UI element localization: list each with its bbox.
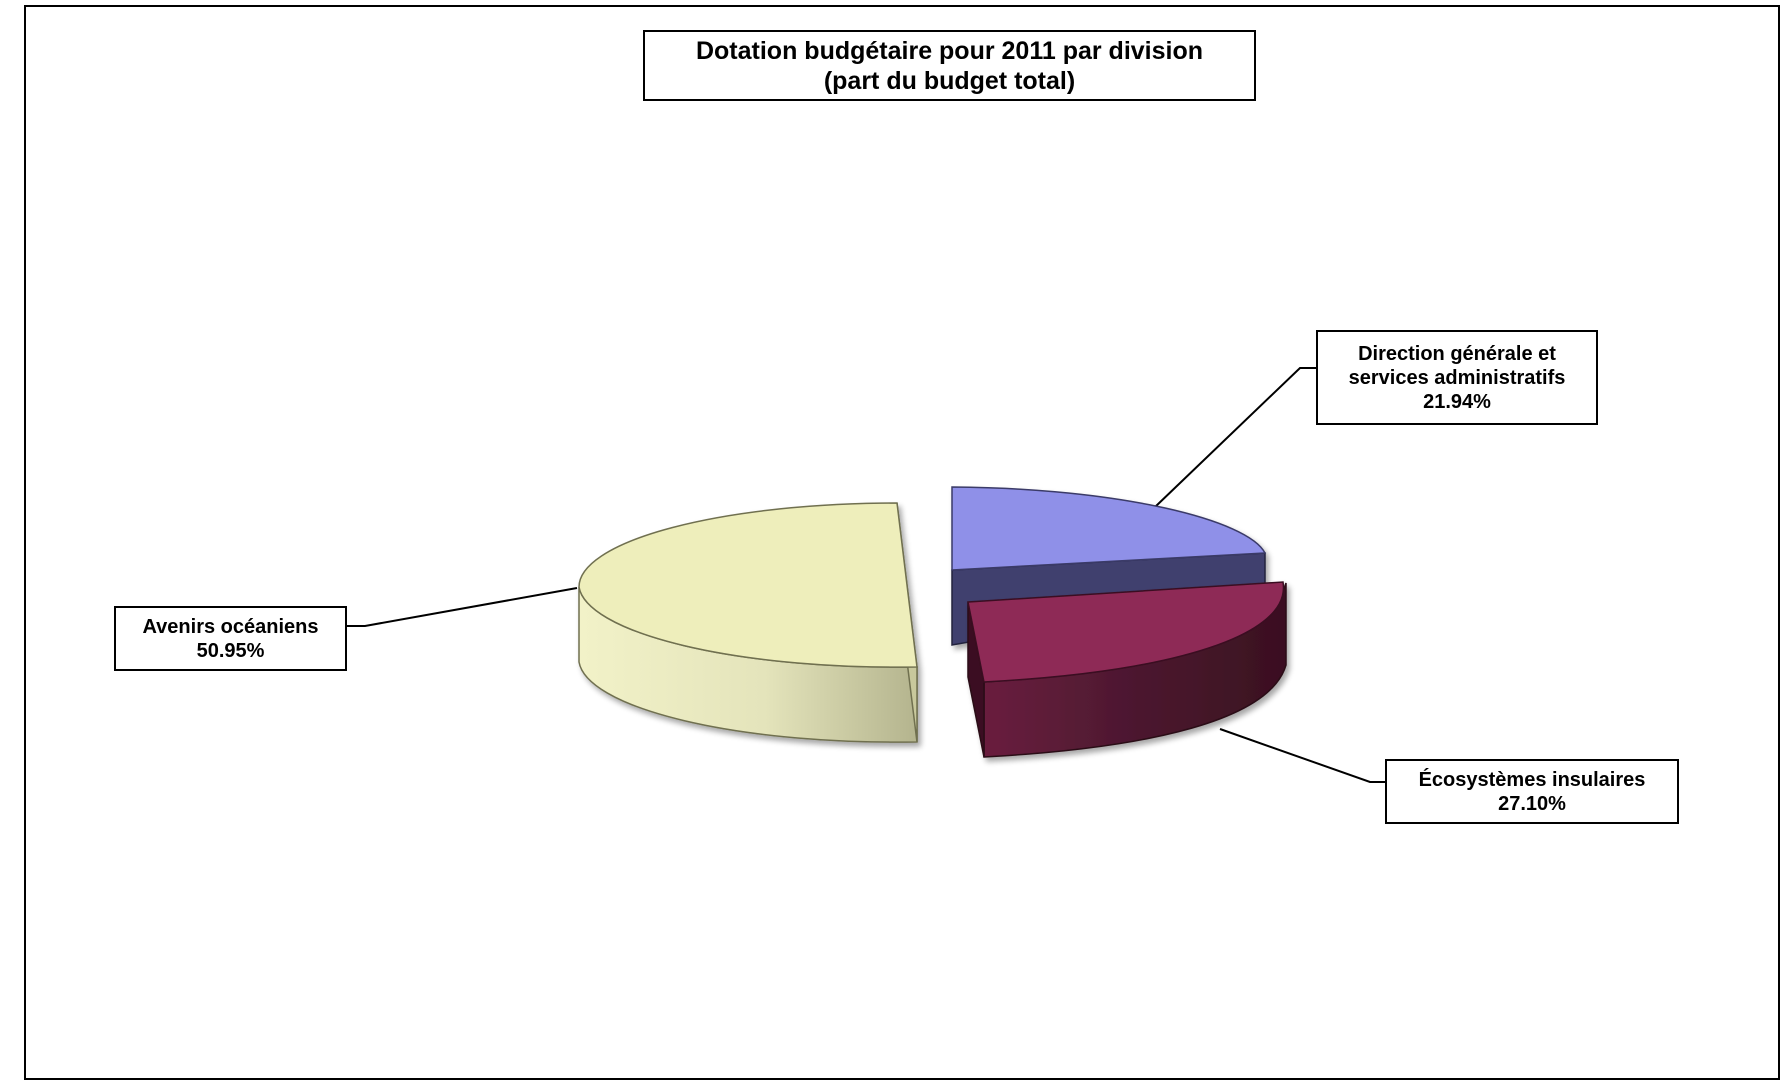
chart-subtitle: (part du budget total) bbox=[823, 66, 1076, 95]
data-label-value: 21.94% bbox=[1423, 390, 1491, 413]
pie-slice-ecosystemes-insulaires bbox=[967, 581, 1287, 758]
data-label-avenirs-oceaniens: Avenirs océaniens 50.95% bbox=[114, 606, 347, 671]
data-label-ecosystemes-insulaires: Écosystèmes insulaires 27.10% bbox=[1385, 759, 1679, 824]
chart-title: Dotation budgétaire pour 2011 par divisi… bbox=[695, 36, 1204, 65]
data-label-text: services administratifs bbox=[1348, 366, 1566, 389]
slice-top-avenirs[interactable] bbox=[578, 502, 918, 668]
slice-top-ecosystemes[interactable] bbox=[967, 581, 1285, 683]
data-label-text: Avenirs océaniens bbox=[142, 615, 319, 638]
data-label-text: Écosystèmes insulaires bbox=[1418, 768, 1646, 791]
data-label-value: 50.95% bbox=[196, 639, 265, 662]
data-label-text: Direction générale et bbox=[1358, 342, 1556, 365]
chart-title-box: Dotation budgétaire pour 2011 par divisi… bbox=[643, 30, 1256, 101]
leader-line-direction-generale bbox=[1154, 367, 1316, 508]
slice-top-direction[interactable] bbox=[951, 486, 1267, 571]
data-label-value: 27.10% bbox=[1498, 792, 1566, 815]
leader-lines bbox=[347, 367, 1385, 783]
pie-slice-avenirs-oceaniens bbox=[578, 502, 918, 743]
data-label-direction-generale: Direction générale et services administr… bbox=[1316, 330, 1598, 425]
leader-line-avenirs-oceaniens bbox=[347, 587, 578, 627]
leader-line-ecosystemes-insulaires bbox=[1219, 728, 1385, 783]
